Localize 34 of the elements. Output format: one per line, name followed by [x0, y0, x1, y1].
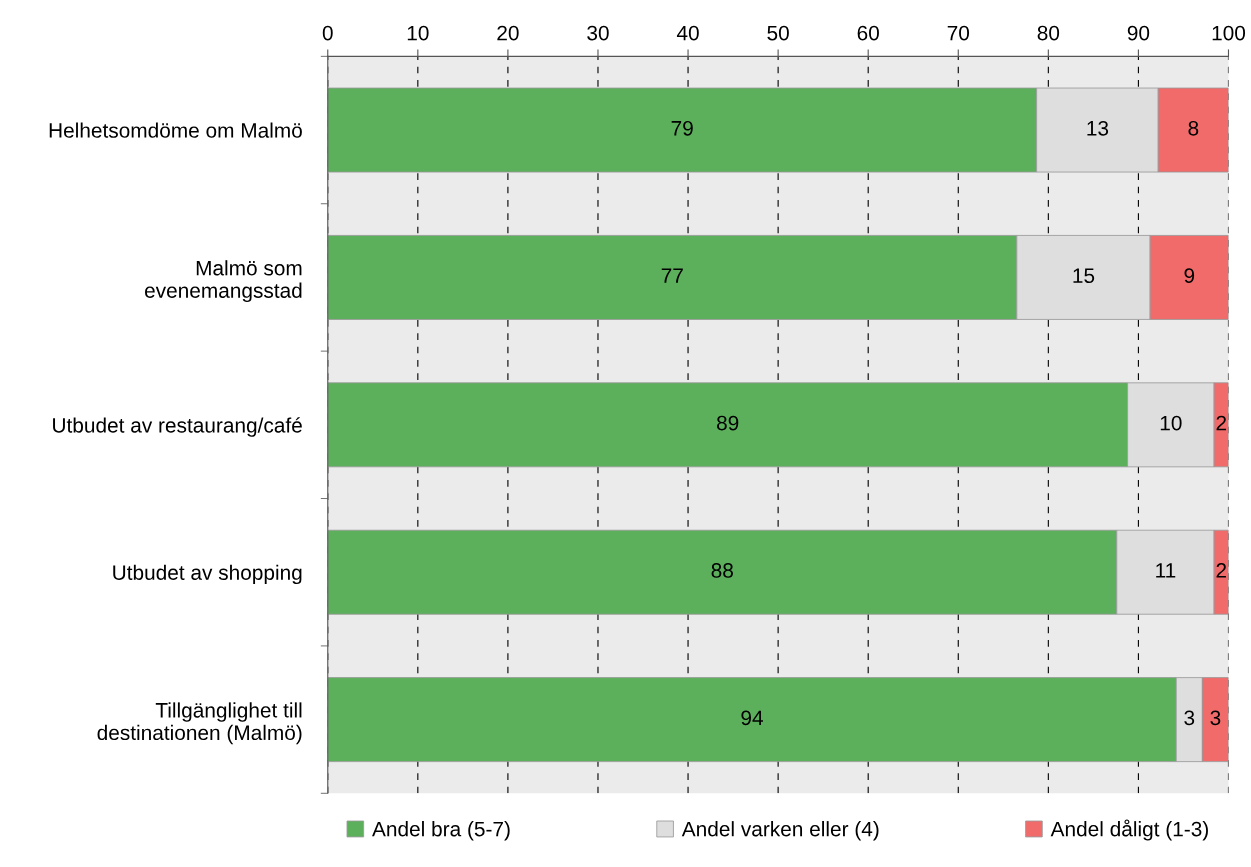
data-label: 3	[1184, 710, 1195, 726]
data-label: 3	[1210, 710, 1221, 726]
legend-label: Andel bra (5-7)	[372, 821, 510, 841]
x-tick-label: 100	[1212, 25, 1246, 41]
x-tick-label: 50	[767, 25, 789, 41]
data-label: 10	[1160, 415, 1182, 431]
y-tick-label: Helhetsomdöme om Malmö	[49, 122, 302, 138]
y-tick-label: Malmö som evenemangsstad	[144, 260, 302, 303]
data-label: 94	[741, 710, 763, 726]
x-tick-label: 40	[676, 25, 699, 41]
legend-label: Andel varken eller (4)	[681, 821, 879, 841]
data-label: 9	[1184, 268, 1195, 284]
data-label: 2	[1216, 563, 1227, 578]
data-label: 79	[671, 120, 693, 136]
x-tick-label: 80	[1037, 25, 1060, 41]
y-tick-label: Tillgänglighet till destinationen (Malmö)	[97, 702, 302, 745]
data-label: 88	[711, 563, 733, 578]
x-tick-label: 70	[947, 25, 970, 41]
x-tick-label: 20	[497, 25, 519, 41]
y-tick-label: Utbudet av restaurang/café	[53, 417, 302, 437]
data-label: 11	[1156, 563, 1176, 578]
x-tick-label: 10	[407, 25, 429, 41]
data-label: 13	[1087, 120, 1109, 136]
x-tick-label: 0	[322, 25, 333, 41]
data-label: 2	[1216, 415, 1227, 431]
data-label: 89	[717, 415, 739, 431]
y-tick-label: Utbudet av shopping	[113, 564, 302, 585]
data-label: 77	[661, 268, 683, 283]
legend-label: Andel dåligt (1-3)	[1050, 819, 1208, 841]
x-tick-label: 60	[857, 25, 879, 41]
x-tick-label: 30	[587, 25, 609, 41]
data-label: 8	[1188, 120, 1199, 136]
data-label: 15	[1073, 268, 1095, 284]
x-tick-label: 90	[1127, 25, 1150, 41]
